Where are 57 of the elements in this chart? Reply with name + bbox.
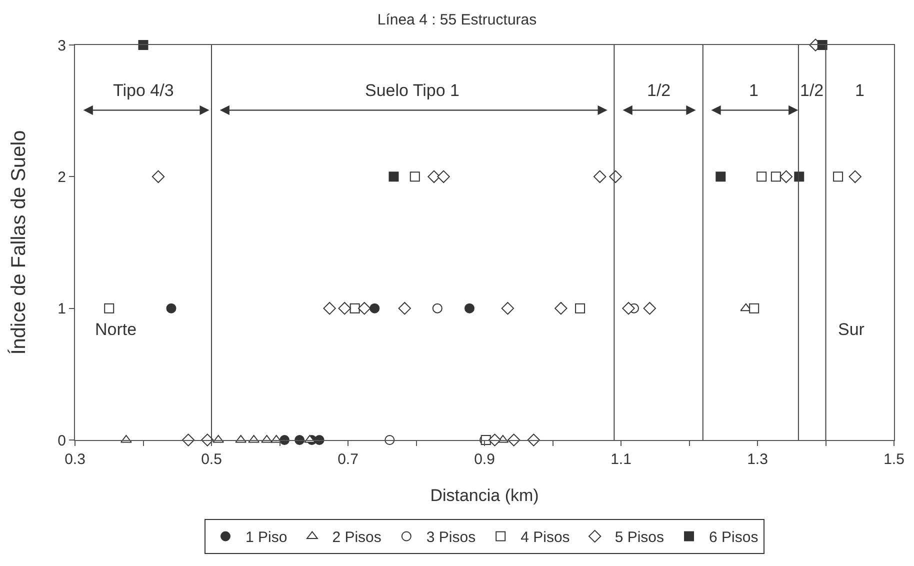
annotation: Norte — [95, 320, 137, 339]
point — [593, 170, 606, 184]
annotation: 1/2 — [800, 81, 824, 100]
x-tick-label: 0.5 — [201, 451, 222, 468]
x-axis-title: Distancia (km) — [430, 486, 539, 505]
point — [432, 303, 442, 314]
point — [464, 303, 474, 314]
legend-label: 1 Piso — [246, 529, 288, 546]
point — [166, 303, 176, 314]
y-tick-label: 1 — [58, 300, 66, 318]
y-axis-title: Índice de Fallas de Suelo — [7, 130, 30, 355]
point — [350, 303, 360, 314]
point — [104, 303, 114, 314]
x-tick-label: 1.1 — [610, 451, 632, 468]
x-tick-label: 0.9 — [474, 451, 495, 468]
legend-label: 2 Pisos — [332, 529, 382, 546]
annotation: Sur — [838, 320, 865, 339]
legend-label: 3 Pisos — [426, 529, 476, 546]
point — [388, 172, 399, 182]
point — [554, 302, 568, 315]
point — [437, 170, 450, 184]
y-tick-label: 2 — [58, 168, 66, 186]
legend-label: 6 Pisos — [709, 529, 758, 546]
point — [152, 170, 165, 184]
x-tick-label: 1.3 — [747, 451, 768, 468]
legend-label: 5 Pisos — [614, 529, 664, 546]
point — [780, 170, 793, 184]
legend-label: 4 Pisos — [520, 529, 570, 546]
x-tick-label: 0.7 — [338, 451, 358, 468]
chart-title: Línea 4 : 55 Estructuras — [377, 12, 537, 29]
y-tick-label: 0 — [58, 432, 66, 450]
point — [410, 172, 420, 182]
point — [756, 172, 767, 182]
point — [716, 172, 726, 182]
point — [622, 302, 635, 315]
point — [398, 302, 411, 315]
point — [575, 303, 586, 314]
point — [428, 170, 440, 184]
point — [338, 302, 351, 315]
point — [749, 303, 760, 314]
point — [323, 302, 336, 315]
point — [643, 302, 656, 315]
x-tick-label: 0.3 — [64, 451, 86, 468]
point — [370, 303, 380, 314]
y-tick-label: 3 — [58, 37, 66, 54]
annotation: Tipo 4/3 — [113, 81, 174, 100]
point — [501, 302, 514, 315]
point — [833, 172, 844, 182]
annotation: 1 — [855, 81, 864, 100]
annotation: Suelo Tipo 1 — [365, 81, 460, 100]
annotation: 1/2 — [647, 81, 671, 100]
point — [138, 40, 148, 50]
point — [848, 170, 862, 184]
point — [358, 302, 371, 315]
annotation: 1 — [749, 81, 758, 100]
x-tick-label: 1.5 — [884, 451, 904, 468]
point — [770, 172, 781, 182]
